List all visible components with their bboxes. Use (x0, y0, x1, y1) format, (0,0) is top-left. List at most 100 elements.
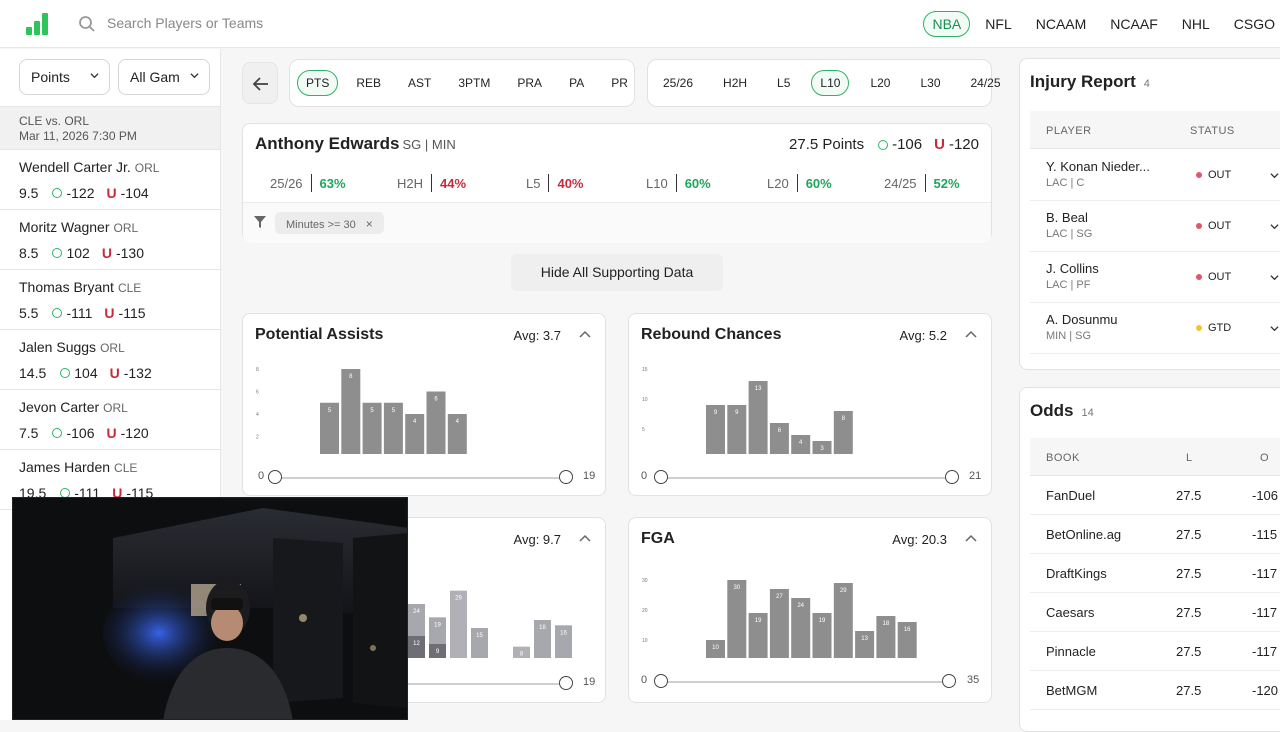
bar[interactable] (727, 580, 747, 658)
range-slider-track[interactable] (275, 477, 566, 479)
stat-tab-pa[interactable]: PA (569, 76, 585, 90)
bar[interactable] (320, 402, 339, 454)
bar[interactable] (748, 613, 768, 658)
chevron-down-icon[interactable] (1270, 222, 1279, 231)
hit-rate-25-26[interactable]: 25/26 63% (270, 174, 346, 192)
bar[interactable] (833, 411, 853, 454)
bar[interactable] (426, 391, 446, 455)
over-odds[interactable]: -122 (66, 185, 95, 201)
range-slider-track[interactable] (283, 683, 566, 685)
range-tab-24-25[interactable]: 24/25 (970, 76, 1001, 90)
odds-row[interactable]: FanDuel 27.5 -106 (1030, 476, 1280, 515)
stat-tab-ast[interactable]: AST (408, 76, 432, 90)
chevron-down-icon[interactable] (1270, 273, 1279, 282)
odds-over[interactable]: -115 (1252, 527, 1278, 542)
odds-row[interactable]: DraftKings 27.5 -117 (1030, 554, 1280, 593)
over-odds[interactable]: -106 (66, 425, 95, 441)
range-slider-max-handle[interactable] (559, 470, 573, 484)
stat-tab-pts[interactable]: PTS (297, 70, 339, 96)
collapse-icon[interactable] (965, 534, 977, 542)
bar[interactable] (855, 631, 875, 658)
bar[interactable] (812, 613, 832, 658)
player-list-item[interactable]: Jevon Carter ORL 7.5 -106 U -120 (0, 390, 220, 450)
player-list-item[interactable]: Moritz Wagner ORL 8.5 102 U -130 (0, 210, 220, 270)
stat-tab-3ptm[interactable]: 3PTM (458, 76, 491, 90)
stat-tab-pra[interactable]: PRA (517, 76, 543, 90)
injury-row[interactable]: Y. Konan Nieder... LAC | C OUT (1030, 151, 1280, 201)
inner-bar[interactable] (429, 644, 446, 658)
bar[interactable] (897, 622, 917, 658)
back-button[interactable] (242, 62, 278, 104)
injury-row[interactable]: J. Collins LAC | PF OUT (1030, 253, 1280, 303)
hit-rate-l20[interactable]: L20 60% (767, 174, 832, 192)
game-header[interactable]: CLE vs. ORL Mar 11, 2026 7:30 PM (0, 106, 220, 150)
bar[interactable] (405, 414, 425, 454)
bar[interactable] (471, 628, 488, 658)
bar[interactable] (833, 583, 853, 658)
hit-rate-l10[interactable]: L10 60% (646, 174, 711, 192)
search-input[interactable]: Search Players or Teams (107, 15, 264, 31)
player-list-item[interactable]: Jalen Suggs ORL 14.5 104 U -132 (0, 330, 220, 390)
odds-over[interactable]: -117 (1252, 644, 1278, 659)
sport-tab-ncaam[interactable]: NCAAM (1035, 16, 1087, 32)
filter-chip[interactable]: Minutes >= 30 × (275, 212, 384, 234)
under-odds[interactable]: -104 (120, 185, 149, 201)
over-odds[interactable]: -111 (66, 305, 93, 321)
hit-rate-h2h[interactable]: H2H 44% (397, 174, 466, 192)
collapse-icon[interactable] (579, 330, 591, 338)
filter-icon[interactable] (254, 216, 266, 228)
bar[interactable] (769, 589, 789, 658)
bar[interactable] (383, 402, 403, 454)
injury-row[interactable]: B. Beal LAC | SG OUT (1030, 202, 1280, 252)
over-odds[interactable]: 104 (74, 365, 98, 381)
under-odds[interactable]: -120 (948, 136, 979, 153)
hide-supporting-data-button[interactable]: Hide All Supporting Data (511, 254, 723, 291)
sport-tab-nba[interactable]: NBA (923, 11, 971, 37)
sport-tab-nfl[interactable]: NFL (985, 16, 1012, 32)
stat-dropdown[interactable]: Points (19, 59, 110, 95)
close-icon[interactable]: × (365, 217, 373, 231)
bar[interactable] (513, 646, 530, 658)
stat-tab-reb[interactable]: REB (356, 76, 382, 90)
range-slider-max-handle[interactable] (559, 676, 573, 690)
bar[interactable] (341, 369, 361, 454)
odds-row[interactable]: Pinnacle 27.5 -117 (1030, 632, 1280, 671)
range-tab-25-26[interactable]: 25/26 (663, 76, 694, 90)
bar[interactable] (706, 405, 725, 454)
bar[interactable] (791, 435, 811, 454)
range-tab-l5[interactable]: L5 (777, 76, 791, 90)
odds-row[interactable]: Caesars 27.5 -117 (1030, 593, 1280, 632)
stat-tab-pr[interactable]: PR (611, 76, 628, 90)
inner-bar[interactable] (408, 636, 425, 658)
under-odds[interactable]: -130 (115, 245, 144, 261)
chevron-down-icon[interactable] (1270, 324, 1279, 333)
app-logo-icon[interactable] (26, 13, 50, 35)
bar[interactable] (706, 640, 725, 658)
odds-over[interactable]: -120 (1252, 683, 1279, 698)
under-odds[interactable]: -115 (118, 305, 146, 321)
odds-over[interactable]: -106 (1252, 488, 1279, 503)
range-slider-max-handle[interactable] (942, 674, 956, 688)
bar[interactable] (812, 441, 832, 454)
hit-rate-24-25[interactable]: 24/25 52% (884, 174, 960, 192)
range-slider-min-handle[interactable] (268, 470, 282, 484)
bar[interactable] (534, 620, 551, 658)
range-slider-track[interactable] (661, 477, 952, 479)
range-tab-l20[interactable]: L20 (870, 76, 891, 90)
range-slider-min-handle[interactable] (654, 674, 668, 688)
bar[interactable] (450, 590, 467, 658)
bar[interactable] (791, 598, 811, 658)
under-odds[interactable]: -132 (123, 365, 152, 381)
bar[interactable] (727, 405, 747, 454)
under-odds[interactable]: -120 (120, 425, 149, 441)
hit-rate-l5[interactable]: L5 40% (526, 174, 584, 192)
collapse-icon[interactable] (579, 534, 591, 542)
range-tab-l10[interactable]: L10 (811, 70, 850, 96)
range-tab-l30[interactable]: L30 (920, 76, 941, 90)
bar[interactable] (769, 423, 789, 454)
game-dropdown[interactable]: All Gam (118, 59, 210, 95)
bar[interactable] (876, 616, 896, 658)
sport-tab-csgo[interactable]: CSGO (1233, 16, 1275, 32)
sport-tab-ncaaf[interactable]: NCAAF (1110, 16, 1158, 32)
collapse-icon[interactable] (965, 330, 977, 338)
